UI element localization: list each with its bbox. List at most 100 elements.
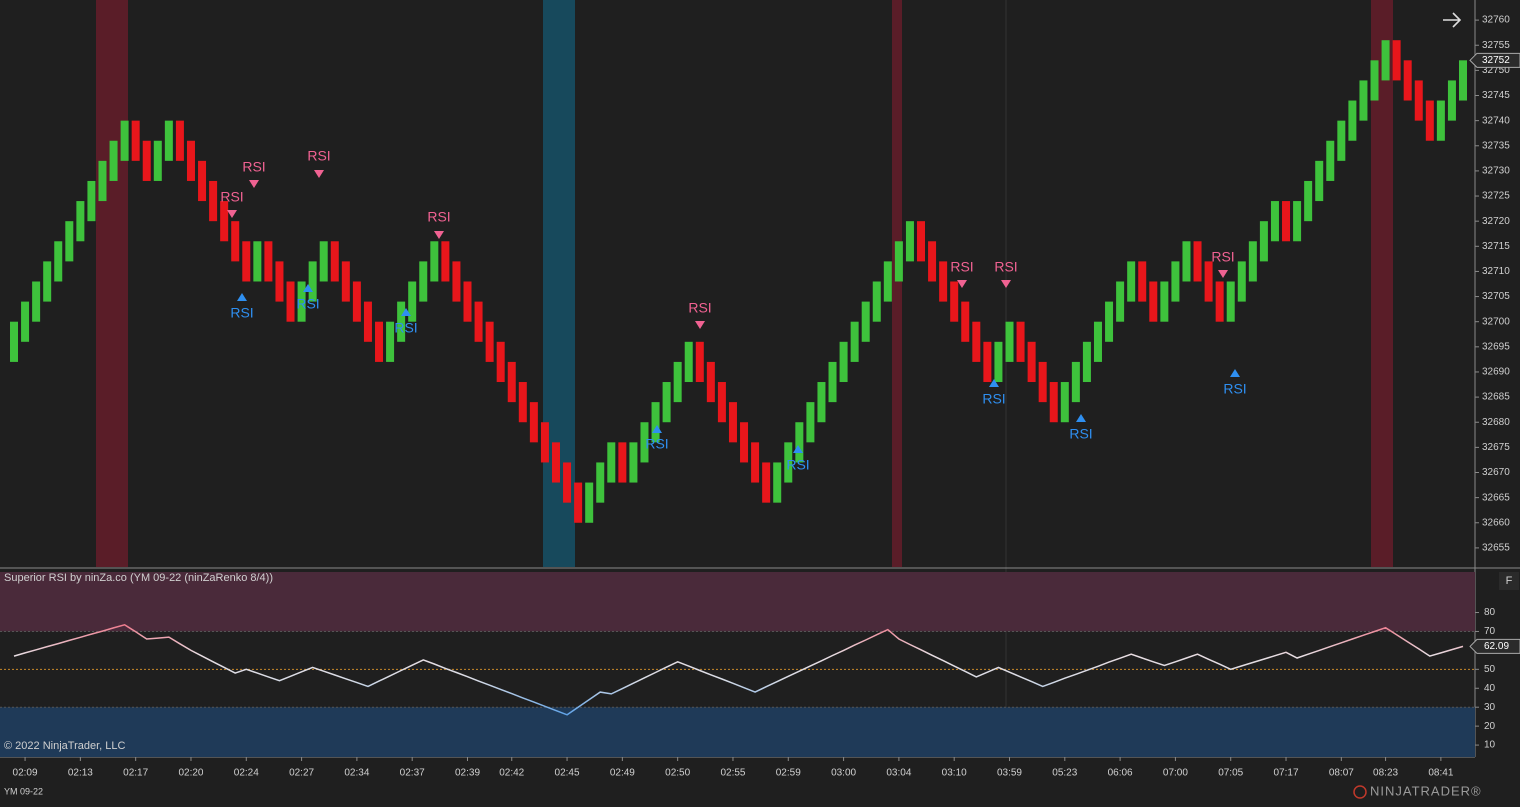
candle-body [164,120,173,161]
candle-body [253,241,262,282]
candle-body [939,261,948,302]
last-price-label: 32752 [1482,55,1510,66]
candle-body [673,361,682,403]
signal-marker [1001,280,1011,288]
candle-body [762,462,771,503]
candle-body [795,422,804,463]
x-tick-label: 02:17 [123,768,148,779]
signal-marker [1218,270,1228,278]
candle-body [1403,60,1412,101]
candle-body [452,261,461,302]
candle-body [1105,301,1114,342]
candle-body [1392,40,1401,81]
candle-body [872,281,881,322]
y-tick-label: 32755 [1482,40,1510,51]
candle-body [717,382,726,423]
candle-body [1337,120,1346,161]
x-tick-label: 02:20 [178,768,203,779]
candle-body [1093,321,1102,362]
overbought-zone [0,572,1475,632]
candle-body [1248,241,1257,282]
rsi-line [13,623,1464,716]
y-tick-label: 32720 [1482,216,1510,227]
candle-body [375,321,384,362]
x-tick-label: 03:59 [997,768,1022,779]
x-tick-label: 07:17 [1274,768,1299,779]
candle-body [839,341,848,383]
candle-body [1381,40,1390,81]
signal-label: RSI [296,296,319,312]
candle-body [1016,321,1025,362]
candle-body [1027,341,1036,383]
panel-button[interactable] [1499,572,1519,590]
candle-body [109,140,118,181]
y-tick-label: 32695 [1482,341,1510,352]
candle-body [618,442,627,483]
candle-body [1270,201,1279,242]
signal-label: RSI [220,189,243,205]
candle-body [917,221,926,262]
indicator-title: Superior RSI by ninZa.co (YM 09-22 (ninZ… [4,572,273,584]
panel-button-label[interactable]: F [1506,575,1513,587]
candle-body [175,120,184,161]
last-price-tag [1469,52,1520,68]
candle-body [994,341,1003,383]
x-tick-label: 08:07 [1329,768,1354,779]
candle-body [1436,100,1445,141]
candle-body [419,261,428,302]
signal-marker [1230,369,1240,377]
candle-body [209,180,218,222]
candle-body [1182,241,1191,282]
x-tick-label: 07:05 [1218,768,1243,779]
candle-body [1215,281,1224,322]
candle-body [1425,100,1434,141]
candle-body [131,120,140,161]
candle-body [684,341,693,383]
x-tick-label: 05:23 [1052,768,1077,779]
candle-body [1326,140,1335,181]
x-tick-label: 02:34 [344,768,369,779]
candle-body [1237,261,1246,302]
candle-body [408,281,417,322]
candle-body [806,402,815,443]
y-tick-label: 32750 [1482,65,1510,76]
signal-marker [695,321,705,329]
y-tick-label: 32735 [1482,140,1510,151]
signal-label: RSI [427,209,450,225]
scroll-arrow[interactable] [1443,12,1462,28]
rsi-zones [0,572,1475,757]
candle-body [474,301,483,342]
y-tick-label: 32665 [1482,492,1510,503]
candle-body [308,261,317,302]
candle-body [1359,80,1368,121]
y-tick-label: 32680 [1482,417,1510,428]
candle-body [1138,261,1147,302]
signal-label: RSI [994,259,1017,275]
candle-body [1071,361,1080,403]
last-value-label: 62.09 [1484,641,1509,652]
candle-body [651,402,660,443]
y-tick-label: 40 [1484,683,1496,694]
candle-body [773,462,782,503]
y-tick-label: 20 [1484,721,1496,732]
candle-body [1005,321,1014,362]
candle-body [1160,281,1169,322]
candle-body [1116,281,1125,322]
candle-body [1226,281,1235,322]
signal-marker [314,170,324,178]
candle-body [1171,261,1180,302]
x-tick-label: 02:50 [665,768,690,779]
x-tick-label: 02:42 [499,768,524,779]
signal-marker [237,293,247,301]
candle-body [330,241,339,282]
candle-body [264,241,273,282]
y-tick-label: 32685 [1482,392,1510,403]
signal-label: RSI [394,320,417,336]
candle-body [894,241,903,282]
logo: NINJATRADER® [1370,783,1482,798]
candle-body [120,120,129,161]
signal-marker [249,180,259,188]
candle-body [386,321,395,362]
